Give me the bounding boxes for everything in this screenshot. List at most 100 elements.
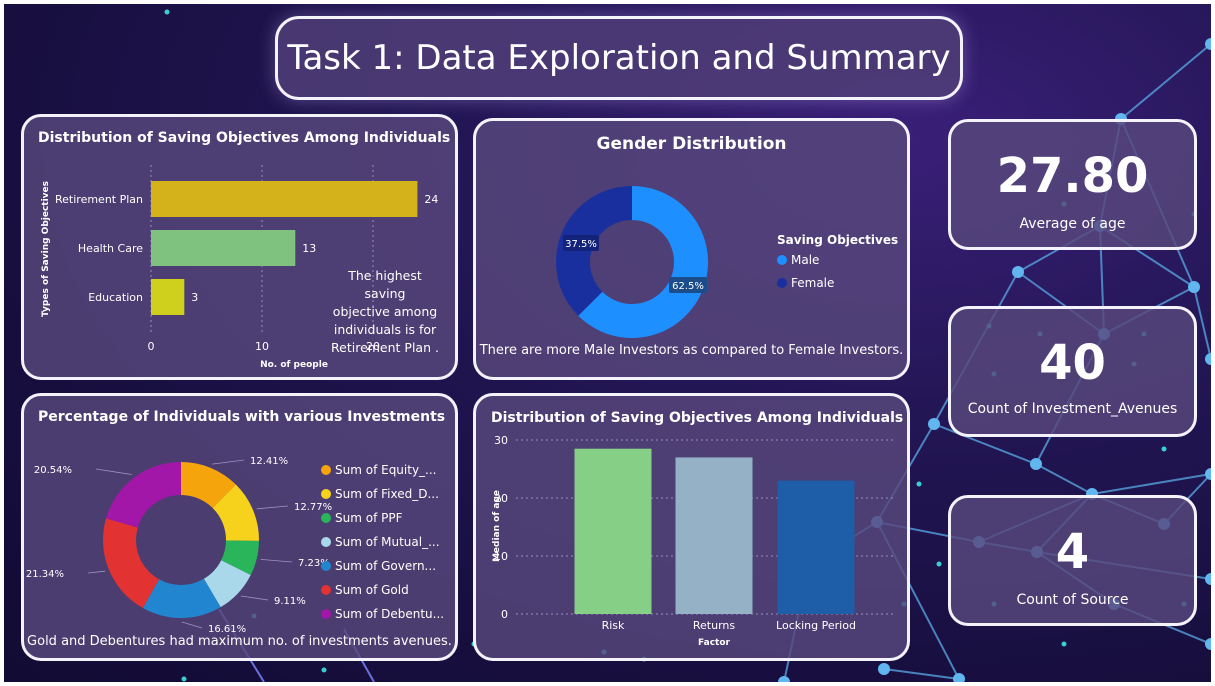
data-label: 24: [424, 193, 438, 206]
bar-health-care: [151, 230, 296, 266]
leader-line: [260, 558, 293, 563]
y-tick-label: 10: [494, 550, 508, 563]
legend-dot-icon: [321, 489, 331, 499]
leader-line: [95, 468, 132, 475]
investments-title: Percentage of Individuals with various I…: [38, 409, 446, 425]
x-category-label: Returns: [693, 619, 736, 632]
kpi-investment-avenues-label: Count of Investment_Avenues: [967, 401, 1178, 417]
legend-item-female[interactable]: Female: [777, 276, 834, 290]
saving-objectives-note: The highest saving objective among indiv…: [330, 267, 440, 357]
saving-objectives-bar-chart[interactable]: 0 10 20 Retirement Plan 24 Health Care 13 Educa…: [24, 117, 455, 377]
kpi-investment-avenues-value: 40: [1039, 335, 1106, 391]
legend-label: Sum of Fixed_D...: [335, 487, 439, 501]
legend-item-sum-of-gold[interactable]: Sum of Gold: [321, 583, 409, 597]
bar-locking-period: [777, 480, 855, 614]
data-label: 7.23%: [298, 558, 330, 569]
bar-risk: [574, 448, 652, 614]
data-label: 20.54%: [34, 465, 72, 476]
median-age-factor-card[interactable]: Distribution of Saving Objectives Among …: [473, 393, 910, 661]
network-sparkle: [1061, 641, 1067, 647]
note-line-3: individuals is for: [333, 322, 437, 337]
kpi-investment-avenues-card[interactable]: 40 Count of Investment_Avenues: [948, 306, 1197, 437]
page-title-text: Task 1: Data Exploration and Summary: [287, 38, 951, 78]
legend-dot-icon: [321, 561, 331, 571]
data-label: 9.11%: [274, 596, 306, 607]
gender-distribution-card[interactable]: Gender Distribution 62.5% 37.5% Saving Ob…: [473, 118, 910, 380]
kpi-source-label: Count of Source: [1016, 592, 1129, 608]
median-age-factor-title: Distribution of Saving Objectives Among …: [491, 410, 904, 426]
gender-donut-chart[interactable]: 62.5% 37.5%: [476, 121, 907, 377]
y-tick-label: 20: [494, 492, 508, 505]
dashboard-canvas: Task 1: Data Exploration and Summary Dis…: [4, 4, 1211, 682]
slice-sum-of-fixed-d: [212, 484, 259, 541]
network-sparkle: [936, 561, 942, 567]
legend-item-sum-of-equity[interactable]: Sum of Equity_...: [321, 463, 437, 477]
slice-sum-of-equity: [181, 462, 236, 508]
legend-label: Sum of Mutual_...: [335, 535, 440, 549]
gender-distribution-title: Gender Distribution: [596, 134, 787, 154]
legend-item-sum-of-mutual[interactable]: Sum of Mutual_...: [321, 535, 440, 549]
note-line-1: The highest saving: [348, 268, 422, 301]
network-node: [953, 673, 965, 682]
y-tick-label: 0: [501, 608, 508, 621]
page-title: Task 1: Data Exploration and Summary: [275, 16, 963, 100]
investments-note: Gold and Debentures had maximum no. of i…: [27, 634, 452, 649]
y-axis-label: Median of age: [492, 490, 502, 562]
gender-legend-title: Saving Objectives: [777, 233, 899, 247]
bar-education: [151, 279, 185, 315]
kpi-source-value: 4: [1055, 524, 1090, 580]
x-axis-label: Factor: [698, 638, 731, 648]
legend-label: Sum of PPF: [335, 511, 403, 525]
saving-objectives-title: Distribution of Saving Objectives Among …: [38, 130, 451, 146]
slice-sum-of-mutual: [203, 560, 251, 608]
saving-objectives-bar-card[interactable]: Distribution of Saving Objectives Among …: [21, 114, 458, 380]
leader-line: [87, 570, 106, 574]
legend-item-sum-of-fixed-d[interactable]: Sum of Fixed_D...: [321, 487, 439, 501]
network-edge: [883, 668, 960, 680]
y-category-label: Education: [88, 291, 143, 304]
female-dot-icon: [777, 278, 787, 288]
legend-dot-icon: [321, 465, 331, 475]
slice-sum-of-ppf: [221, 540, 259, 576]
x-tick-label: 0: [148, 340, 155, 353]
y-category-label: Health Care: [78, 242, 143, 255]
legend-dot-icon: [321, 609, 331, 619]
legend-label: Sum of Debentu...: [335, 607, 445, 621]
network-node: [878, 663, 890, 675]
y-axis-label: Types of Saving Objectives: [41, 181, 51, 317]
leader-line: [181, 621, 203, 629]
legend-label: Sum of Equity_...: [335, 463, 437, 477]
kpi-average-age-card[interactable]: 27.80 Average of age: [948, 119, 1197, 250]
legend-dot-icon: [321, 585, 331, 595]
kpi-average-age-value: 27.80: [996, 148, 1149, 204]
y-tick-label: 30: [494, 434, 508, 447]
note-line-2: objective among: [332, 304, 438, 319]
network-sparkle: [1161, 446, 1167, 452]
slice-sum-of-debentu: [106, 462, 181, 528]
leader-line: [212, 459, 245, 465]
leader-line: [256, 505, 289, 510]
legend-label-male: Male: [791, 253, 820, 267]
network-edge: [1091, 473, 1211, 495]
median-age-bar-chart[interactable]: 0 10 20 30 Risk Returns Locking Period Factor Me…: [476, 396, 907, 658]
network-node: [1205, 353, 1211, 365]
legend-item-male[interactable]: Male: [777, 253, 819, 267]
network-sparkle: [164, 9, 170, 15]
data-label: 13: [302, 242, 316, 255]
data-label-bg: [563, 235, 599, 251]
legend-item-sum-of-govern[interactable]: Sum of Govern...: [321, 559, 436, 573]
legend-item-sum-of-ppf[interactable]: Sum of PPF: [321, 511, 402, 525]
network-sparkle: [321, 667, 327, 673]
network-sparkle: [181, 676, 187, 682]
investments-donut-chart[interactable]: 12.41% 12.77% 7.23% 9.11% 16.61% 21.34% 20.54%: [24, 396, 455, 658]
x-category-label: Risk: [602, 619, 625, 632]
kpi-source-card[interactable]: 4 Count of Source: [948, 495, 1197, 626]
network-node: [928, 418, 940, 430]
investments-card[interactable]: Percentage of Individuals with various I…: [21, 393, 458, 661]
legend-item-sum-of-debentu[interactable]: Sum of Debentu...: [321, 607, 444, 621]
x-axis-label: No. of people: [260, 360, 328, 370]
network-sparkle: [916, 481, 922, 487]
data-label: 16.61%: [208, 624, 246, 635]
x-tick-label: 20: [366, 340, 380, 353]
legend-label: Sum of Govern...: [335, 559, 437, 573]
